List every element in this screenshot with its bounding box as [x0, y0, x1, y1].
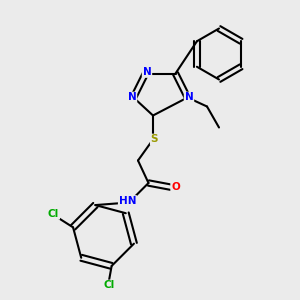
Text: O: O [171, 182, 180, 193]
Text: Cl: Cl [103, 280, 114, 290]
Text: N: N [184, 92, 194, 103]
Text: N: N [142, 67, 152, 77]
Text: S: S [151, 134, 158, 145]
Text: Cl: Cl [48, 209, 59, 219]
Text: N: N [128, 92, 136, 103]
Text: HN: HN [119, 196, 136, 206]
